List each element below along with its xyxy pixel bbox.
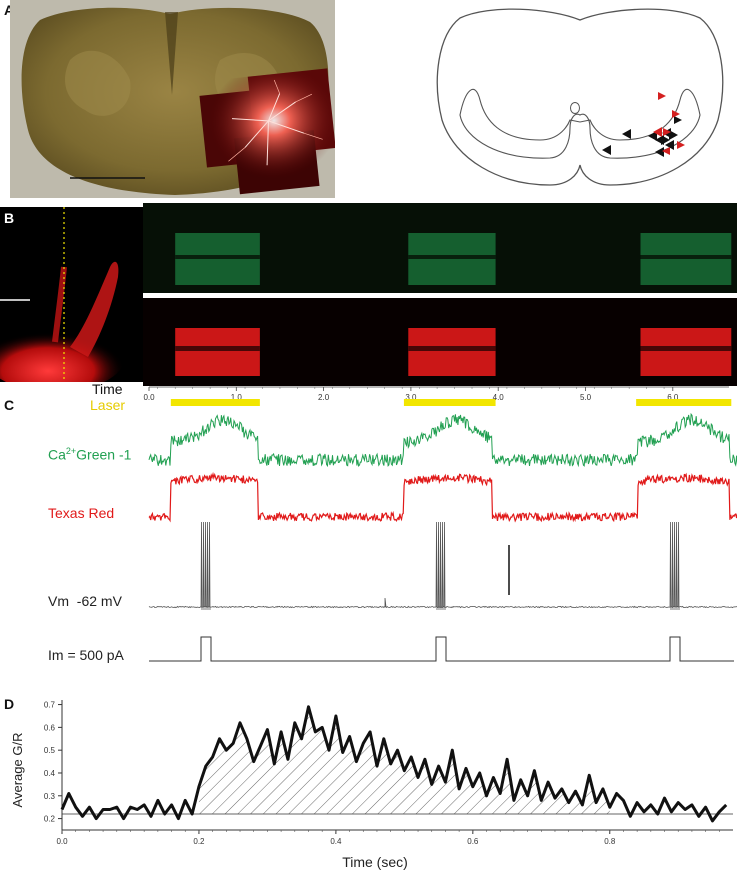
im-label: Im = 500 pA — [48, 647, 124, 663]
laser-bar-0 — [170, 399, 260, 406]
membrane-potential-trace — [148, 521, 737, 611]
panel-c-letter: C — [4, 397, 15, 413]
panel-d-letter: D — [4, 696, 15, 712]
electrophysiology-traces — [148, 412, 737, 662]
x-tick-label-2: 0.4 — [330, 837, 342, 846]
panel-b-letter: B — [4, 210, 15, 226]
time-tick-label-3: 3.0 — [405, 393, 417, 402]
calcium-green-trace — [148, 412, 737, 468]
time-tick-label-5: 5.0 — [580, 393, 592, 402]
laser-label: Laser — [90, 397, 126, 413]
x-tick-label-3: 0.6 — [467, 837, 479, 846]
red-band-1 — [408, 328, 496, 376]
spinal-cord-photo — [10, 0, 335, 198]
average-gr-series-line — [60, 705, 728, 823]
panel-a-letter: A — [4, 2, 15, 18]
time-tick-label-6: 6.0 — [667, 393, 679, 402]
laser-bar-1 — [403, 399, 496, 406]
time-tick-label-0: 0.0 — [143, 393, 155, 402]
y-tick-label-0: 0.2 — [44, 815, 56, 824]
time-label: Time — [92, 381, 123, 397]
red-gap-1 — [408, 346, 496, 351]
x-tick-label-1: 0.2 — [193, 837, 205, 846]
dendrite-image — [0, 207, 143, 382]
ca-sup: 2+ — [65, 446, 77, 456]
green-gap-0 — [175, 255, 260, 259]
time-tick-label-4: 4.0 — [493, 393, 505, 402]
x-tick-label-4: 0.8 — [604, 837, 616, 846]
integrated-area — [198, 706, 610, 815]
neuron-location-markers — [602, 92, 685, 157]
time-tick-label-2: 2.0 — [318, 393, 330, 402]
green-gap-1 — [408, 255, 496, 259]
ca-prefix: Ca — [48, 446, 66, 463]
red-gap-0 — [175, 346, 260, 351]
x-tick-label-0: 0.0 — [56, 837, 68, 846]
y-tick-label-5: 0.7 — [44, 701, 56, 710]
red-band-0 — [175, 328, 260, 376]
spinal-cord-diagram — [436, 8, 724, 186]
y-tick-label-4: 0.6 — [44, 723, 56, 732]
texas-red-trace — [148, 471, 737, 523]
y-tick-label-1: 0.3 — [44, 792, 56, 801]
ca-suffix: Green -1 — [76, 446, 132, 463]
linescan-images: 0.0 1.0 2.0 3.0 4.0 5.0 6.0 — [143, 203, 737, 406]
y-axis-label: Average G/R — [10, 733, 25, 808]
green-gap-2 — [640, 255, 732, 259]
vm-label: Vm -62 mV — [48, 593, 122, 609]
laser-bar-2 — [636, 399, 732, 406]
texas-red-label: Texas Red — [48, 505, 115, 521]
red-gap-2 — [640, 346, 732, 351]
ca-green-label: Ca2+Green -1 — [48, 446, 131, 463]
y-tick-label-2: 0.4 — [44, 769, 56, 778]
y-tick-label-3: 0.5 — [44, 746, 56, 755]
current-injection-trace — [149, 636, 734, 662]
x-axis-label: Time (sec) — [342, 854, 408, 870]
time-tick-label-1: 1.0 — [231, 393, 243, 402]
red-band-2 — [640, 328, 732, 376]
average-gr-chart: 0.2 0.3 0.4 0.5 0.6 0.7 0.0 0.2 0.4 0.6 0.8 Averag… — [10, 700, 733, 870]
